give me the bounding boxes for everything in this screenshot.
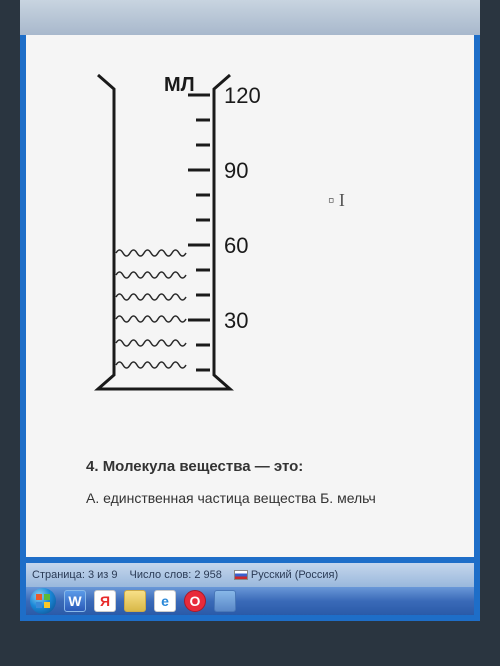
question-number: 4. <box>86 458 99 475</box>
window-toolbar-edge <box>20 0 480 35</box>
cylinder-ticks <box>188 95 210 370</box>
cylinder-unit-label: МЛ <box>164 74 195 96</box>
taskbar-opera-icon[interactable]: O <box>184 590 206 612</box>
taskbar-yandex-icon[interactable]: Я <box>94 590 116 612</box>
cylinder-value-labels: 120 90 60 30 <box>224 83 261 333</box>
taskbar-folder-icon[interactable] <box>124 590 146 612</box>
text-cursor-mark: ▫ I <box>328 190 345 211</box>
question-block: 4. Молекула вещества — это: А. единствен… <box>86 455 464 509</box>
taskbar-word-icon[interactable]: W <box>64 590 86 612</box>
svg-text:30: 30 <box>224 308 248 333</box>
flag-icon <box>234 570 248 580</box>
cylinder-liquid-waves <box>116 250 186 368</box>
question-title-text: Молекула вещества — это: <box>103 458 304 475</box>
measuring-cylinder-figure: МЛ 120 90 60 30 <box>86 65 306 405</box>
question-option-a: А. единственная частица вещества Б. мель… <box>86 487 464 509</box>
start-button[interactable] <box>30 588 56 614</box>
word-statusbar: Страница: 3 из 9 Число слов: 2 958 Русск… <box>26 563 474 587</box>
svg-text:120: 120 <box>224 83 261 108</box>
status-wordcount[interactable]: Число слов: 2 958 <box>130 569 222 581</box>
document-page[interactable]: МЛ 120 90 60 30 ▫ I 4. Молекула вещества — … <box>26 35 474 557</box>
windows-taskbar: W Я e O <box>26 587 474 615</box>
taskbar-app-icon[interactable] <box>214 590 236 612</box>
svg-text:60: 60 <box>224 233 248 258</box>
taskbar-ie-icon[interactable]: e <box>154 590 176 612</box>
word-window: МЛ 120 90 60 30 ▫ I 4. Молекула вещества — … <box>20 0 480 621</box>
status-language[interactable]: Русский (Россия) <box>234 569 338 581</box>
status-page[interactable]: Страница: 3 из 9 <box>32 569 118 581</box>
svg-text:90: 90 <box>224 158 248 183</box>
